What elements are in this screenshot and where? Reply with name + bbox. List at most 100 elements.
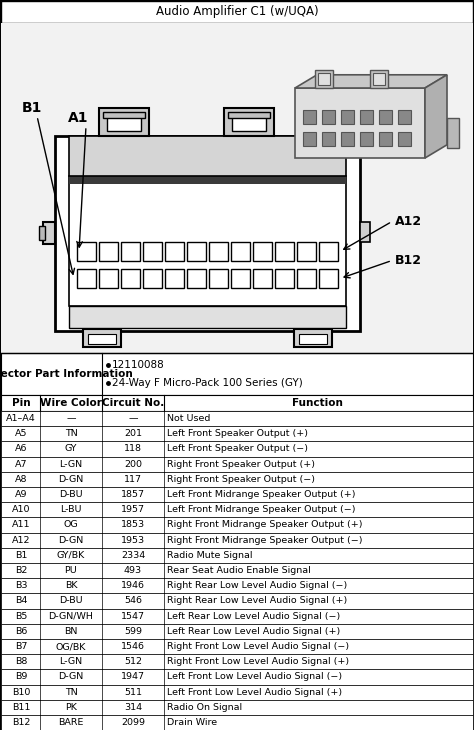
Bar: [379, 132, 392, 146]
Bar: [165, 242, 184, 261]
Text: Not Used: Not Used: [167, 414, 210, 423]
Bar: [187, 242, 206, 261]
Bar: [99, 242, 118, 261]
Text: Left Rear Low Level Audio Signal (−): Left Rear Low Level Audio Signal (−): [167, 612, 340, 620]
Text: Audio Amplifier C1 (w/UQA): Audio Amplifier C1 (w/UQA): [155, 6, 319, 18]
Bar: [253, 269, 272, 288]
Bar: [99, 108, 149, 136]
Text: B8: B8: [15, 657, 27, 666]
Text: D-GN: D-GN: [58, 672, 83, 682]
Text: Left Front Speaker Output (+): Left Front Speaker Output (+): [167, 429, 308, 438]
Text: B4: B4: [15, 596, 27, 605]
Bar: [1, 533, 473, 548]
Text: 1547: 1547: [121, 612, 145, 620]
Bar: [209, 269, 228, 288]
Bar: [232, 113, 266, 131]
Bar: [398, 132, 411, 146]
Text: Right Front Speaker Output (−): Right Front Speaker Output (−): [167, 475, 315, 484]
Text: Left Front Midrange Speaker Output (−): Left Front Midrange Speaker Output (−): [167, 505, 356, 515]
Text: 2099: 2099: [121, 718, 145, 727]
Bar: [275, 242, 294, 261]
Text: Radio Mute Signal: Radio Mute Signal: [167, 551, 253, 560]
Text: Connector Part Information: Connector Part Information: [0, 369, 133, 379]
Text: B1: B1: [22, 101, 42, 115]
Bar: [1, 518, 473, 533]
Text: A7: A7: [15, 460, 27, 469]
Bar: [1, 639, 473, 654]
Text: 1546: 1546: [121, 642, 145, 651]
Bar: [373, 73, 385, 85]
Bar: [1, 426, 473, 442]
Bar: [1, 395, 473, 411]
Bar: [121, 269, 140, 288]
Text: D-BU: D-BU: [59, 596, 83, 605]
Bar: [69, 306, 346, 328]
Text: Left Front Low Level Audio Signal (+): Left Front Low Level Audio Signal (+): [167, 688, 342, 696]
Text: D-GN: D-GN: [58, 536, 83, 545]
Text: Rear Seat Audio Enable Signal: Rear Seat Audio Enable Signal: [167, 566, 311, 575]
Bar: [341, 110, 354, 124]
Text: Left Front Midrange Speaker Output (+): Left Front Midrange Speaker Output (+): [167, 490, 356, 499]
Text: OG/BK: OG/BK: [56, 642, 86, 651]
Bar: [299, 334, 327, 344]
Text: —: —: [128, 414, 138, 423]
Bar: [295, 88, 425, 158]
Bar: [77, 242, 96, 261]
Bar: [209, 242, 228, 261]
Text: B6: B6: [15, 627, 27, 636]
Text: Left Front Speaker Output (−): Left Front Speaker Output (−): [167, 445, 308, 453]
Bar: [1, 563, 473, 578]
Bar: [1, 487, 473, 502]
Bar: [1, 609, 473, 624]
Bar: [303, 132, 316, 146]
Bar: [77, 269, 96, 288]
Bar: [370, 70, 388, 88]
Bar: [1, 700, 473, 715]
Text: GY: GY: [65, 445, 77, 453]
Bar: [103, 112, 145, 118]
Text: A1–A4: A1–A4: [6, 414, 36, 423]
Text: D-GN/WH: D-GN/WH: [48, 612, 93, 620]
Text: Function: Function: [292, 398, 342, 408]
Text: Right Front Low Level Audio Signal (+): Right Front Low Level Audio Signal (+): [167, 657, 349, 666]
Bar: [1, 715, 473, 730]
Bar: [231, 242, 250, 261]
Text: 1857: 1857: [121, 490, 145, 499]
Text: B9: B9: [15, 672, 27, 682]
Text: BN: BN: [64, 627, 78, 636]
Text: BARE: BARE: [58, 718, 84, 727]
Bar: [143, 242, 162, 261]
Text: 2334: 2334: [121, 551, 145, 560]
Text: GY/BK: GY/BK: [57, 551, 85, 560]
Text: Radio On Signal: Radio On Signal: [167, 703, 242, 712]
Bar: [39, 226, 45, 240]
Text: D-GN: D-GN: [58, 475, 83, 484]
Bar: [1, 654, 473, 669]
Text: A1: A1: [68, 111, 88, 125]
Bar: [228, 112, 270, 118]
Bar: [398, 110, 411, 124]
Bar: [143, 269, 162, 288]
Text: Right Front Midrange Speaker Output (−): Right Front Midrange Speaker Output (−): [167, 536, 363, 545]
Text: 118: 118: [124, 445, 142, 453]
Bar: [88, 334, 116, 344]
Bar: [69, 176, 346, 184]
Polygon shape: [295, 74, 447, 88]
Text: 117: 117: [124, 475, 142, 484]
Bar: [341, 132, 354, 146]
Bar: [1, 624, 473, 639]
Polygon shape: [425, 74, 447, 158]
Text: B12: B12: [12, 718, 30, 727]
Text: 1957: 1957: [121, 505, 145, 515]
Text: L-BU: L-BU: [60, 505, 82, 515]
Text: Circuit No.: Circuit No.: [102, 398, 164, 408]
Text: B2: B2: [15, 566, 27, 575]
Bar: [294, 329, 332, 347]
Bar: [1, 548, 473, 563]
Text: A8: A8: [15, 475, 27, 484]
Text: 512: 512: [124, 657, 142, 666]
Bar: [253, 242, 272, 261]
Bar: [1, 1, 473, 23]
Bar: [1, 456, 473, 472]
Text: B7: B7: [15, 642, 27, 651]
